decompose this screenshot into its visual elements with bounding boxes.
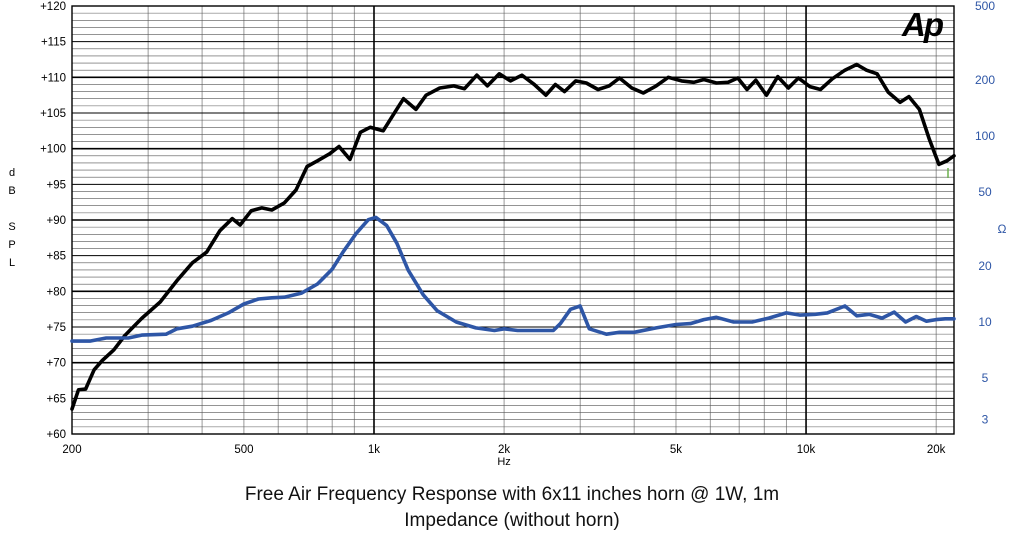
y-left-axis-label-letter: P: [8, 239, 15, 251]
chart-title: Free Air Frequency Response with 6x11 in…: [244, 484, 780, 505]
impedance-line: [70, 215, 956, 343]
x-tick-label: 20k: [927, 444, 946, 456]
y-left-tick-label: +75: [46, 322, 66, 334]
y-right-tick-label: 3: [982, 412, 989, 426]
y-left-tick-label: +115: [41, 37, 66, 49]
y-right-tick-label: 10: [978, 315, 992, 329]
y-left-axis-label-letter: B: [8, 185, 15, 197]
x-axis-label: Hz: [497, 456, 510, 468]
y-left-tick-label: +60: [46, 429, 66, 441]
y-right-tick-label: 200: [975, 73, 995, 87]
y-left-axis-label-letter: L: [9, 257, 15, 269]
y-left-tick-label: +110: [41, 72, 66, 84]
x-tick-label: 1k: [368, 444, 380, 456]
x-tick-label: 200: [62, 444, 81, 456]
y-left-tick-label: +120: [40, 1, 66, 13]
chart-subtitle: Impedance (without horn): [404, 510, 620, 531]
y-right-tick-label: 50: [978, 185, 992, 199]
y-left-tick-label: +70: [46, 358, 66, 370]
y-left-tick-label: +80: [46, 286, 66, 298]
major-gridlines: [72, 6, 954, 434]
x-tick-label: 500: [234, 444, 253, 456]
y-left-tick-label: +95: [46, 179, 66, 191]
y-left-tick-label: +85: [46, 251, 66, 263]
y-left-axis-label-letter: S: [8, 221, 15, 233]
y-left-axis-label-letter: d: [9, 167, 15, 179]
y-right-tick-label: 100: [975, 129, 995, 143]
frequency-response-line: [70, 62, 956, 411]
y-left-tick-label: +100: [40, 144, 66, 156]
x-tick-label: 5k: [670, 444, 682, 456]
axis-labels: +120 +115 +110 +105 +100 +95 +90 +85 +80 +75 +70 +6…: [8, 0, 1006, 468]
y-left-tick-label: +65: [46, 393, 66, 405]
y-right-tick-label: 5: [982, 371, 989, 385]
y-right-tick-label: 500: [975, 0, 995, 13]
y-left-tick-label: +90: [46, 215, 66, 227]
plot-frame: [71, 5, 955, 435]
x-tick-label: 10k: [797, 444, 816, 456]
y-left-tick-label: +105: [40, 108, 66, 120]
y-right-axis-label: Ω: [998, 222, 1007, 236]
ap-logo: Ap: [901, 6, 944, 43]
x-tick-label: 2k: [498, 444, 510, 456]
series-layer: [70, 62, 956, 411]
y-right-tick-label: 20: [978, 259, 992, 273]
